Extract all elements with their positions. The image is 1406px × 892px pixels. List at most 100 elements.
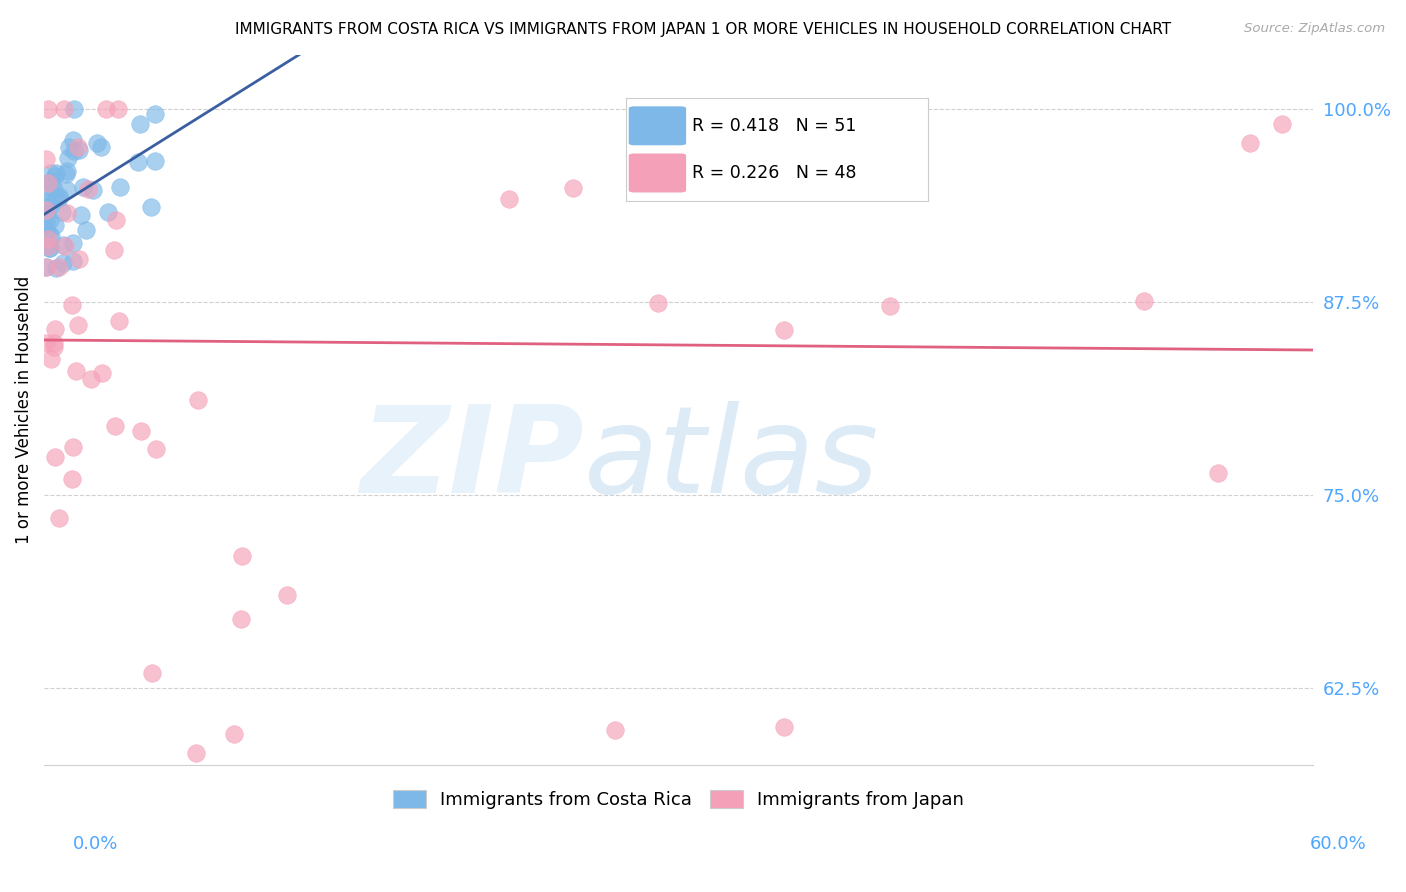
Point	[187, 392, 209, 407]
Point	[39, 198, 62, 212]
Point	[45, 261, 67, 276]
Point	[62, 102, 84, 116]
Point	[35, 223, 58, 237]
Point	[35, 260, 58, 275]
Point	[44, 219, 66, 233]
Point	[35, 203, 58, 218]
Point	[128, 117, 150, 131]
Point	[35, 194, 58, 209]
Point	[224, 727, 246, 741]
Point	[39, 229, 62, 244]
Point	[879, 299, 901, 313]
Point	[103, 244, 125, 258]
Point	[44, 322, 66, 336]
Point	[67, 318, 90, 333]
Point	[605, 723, 627, 737]
Point	[37, 239, 59, 253]
Point	[67, 143, 90, 157]
Point	[48, 260, 70, 275]
Point	[35, 336, 58, 351]
Point	[62, 253, 84, 268]
Point	[127, 154, 149, 169]
Point	[1133, 294, 1156, 309]
Point	[80, 372, 103, 386]
Text: ZIP: ZIP	[360, 401, 583, 518]
Point	[276, 588, 298, 602]
Point	[55, 167, 77, 181]
Text: IMMIGRANTS FROM COSTA RICA VS IMMIGRANTS FROM JAPAN 1 OR MORE VEHICLES IN HOUSEH: IMMIGRANTS FROM COSTA RICA VS IMMIGRANTS…	[235, 22, 1171, 37]
Point	[39, 241, 62, 255]
Point	[75, 223, 97, 237]
Point	[35, 152, 58, 166]
Point	[1206, 467, 1229, 481]
Point	[56, 182, 79, 196]
Point	[55, 206, 77, 220]
Point	[561, 180, 583, 194]
Point	[53, 102, 76, 116]
Point	[51, 205, 73, 219]
Point	[107, 102, 129, 116]
Point	[143, 154, 166, 169]
Point	[231, 549, 253, 563]
Legend: Immigrants from Costa Rica, Immigrants from Japan: Immigrants from Costa Rica, Immigrants f…	[387, 783, 972, 816]
Point	[44, 450, 66, 465]
Point	[1239, 136, 1261, 150]
Point	[773, 720, 796, 734]
Point	[38, 241, 60, 255]
Point	[56, 164, 79, 178]
Point	[143, 107, 166, 121]
Point	[647, 296, 669, 310]
Point	[65, 364, 87, 378]
Y-axis label: 1 or more Vehicles in Household: 1 or more Vehicles in Household	[15, 276, 32, 544]
Point	[60, 472, 83, 486]
Point	[62, 133, 84, 147]
Point	[72, 180, 94, 194]
Point	[39, 166, 62, 180]
Point	[45, 192, 67, 206]
Point	[96, 102, 118, 116]
Point	[90, 139, 112, 153]
Point	[62, 440, 84, 454]
Point	[48, 510, 70, 524]
Point	[139, 200, 162, 214]
Point	[37, 232, 59, 246]
Point	[773, 322, 796, 336]
Point	[97, 205, 120, 219]
Point	[145, 442, 167, 456]
Point	[668, 103, 690, 118]
Point	[37, 206, 59, 220]
Point	[91, 366, 114, 380]
Point	[42, 184, 65, 198]
Point	[56, 152, 79, 166]
Point	[37, 102, 59, 116]
FancyBboxPatch shape	[628, 106, 686, 145]
Point	[45, 166, 67, 180]
FancyBboxPatch shape	[628, 153, 686, 193]
Point	[104, 418, 127, 433]
Point	[37, 237, 59, 252]
Point	[67, 252, 90, 266]
Point	[229, 611, 252, 625]
Point	[35, 260, 58, 274]
Point	[35, 185, 58, 199]
Point	[141, 665, 163, 680]
Point	[38, 227, 60, 241]
Point	[104, 213, 127, 227]
Point	[86, 136, 108, 151]
Text: 60.0%: 60.0%	[1310, 835, 1367, 853]
Point	[67, 140, 90, 154]
Point	[62, 235, 84, 250]
Point	[48, 191, 70, 205]
Point	[58, 140, 80, 154]
Point	[82, 182, 104, 196]
Point	[63, 145, 86, 159]
Point	[52, 238, 75, 252]
Text: 0.0%: 0.0%	[73, 835, 118, 853]
Text: Source: ZipAtlas.com: Source: ZipAtlas.com	[1244, 22, 1385, 36]
Point	[51, 256, 73, 270]
Point	[498, 192, 520, 206]
Point	[107, 313, 129, 327]
Point	[37, 176, 59, 190]
Point	[44, 340, 66, 354]
Point	[38, 175, 60, 189]
